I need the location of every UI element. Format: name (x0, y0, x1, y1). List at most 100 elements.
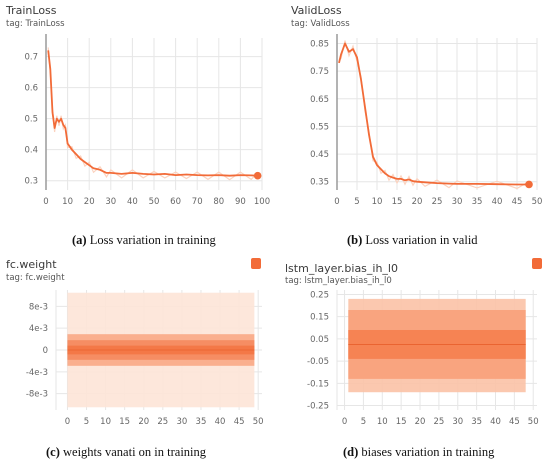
x-tick-label: 20 (84, 197, 95, 207)
chart-title: lstm_layer.bias_ih_l0 (285, 262, 398, 275)
chart-caption: (b) Loss variation in valid (347, 233, 478, 248)
x-tick-label: 30 (176, 417, 187, 427)
x-tick-label: 40 (490, 417, 501, 427)
x-tick-label: 25 (157, 417, 168, 427)
x-tick-label: 50 (149, 197, 160, 207)
chart-tag: tag: TrainLoss (6, 19, 65, 29)
x-tick-label: 50 (532, 197, 543, 207)
y-tick-label: 0.65 (310, 95, 329, 105)
x-tick-label: 40 (127, 197, 138, 207)
series-raw-line (338, 40, 530, 190)
x-tick-label: 70 (192, 197, 203, 207)
x-tick-label: 25 (432, 197, 443, 207)
chart-tag: tag: lstm_layer.bias_ih_l0 (285, 276, 392, 286)
x-tick-label: 100 (254, 197, 270, 207)
caption-text: Loss variation in training (86, 233, 216, 247)
y-tick-label: 0.5 (24, 115, 38, 125)
x-tick-label: 10 (377, 417, 388, 427)
series-endpoint-marker (525, 180, 533, 189)
x-tick-label: 10 (372, 197, 383, 207)
series-raw-line (47, 47, 259, 181)
x-tick-label: 10 (100, 417, 111, 427)
x-tick-label: 0 (65, 417, 70, 427)
y-tick-label: -8e-3 (26, 390, 48, 400)
x-tick-label: 35 (472, 197, 483, 207)
y-tick-label: 0.3 (24, 177, 38, 187)
x-tick-label: 30 (105, 197, 116, 207)
x-tick-label: 35 (471, 417, 482, 427)
chart-panel-fc-weight: fc.weight tag: fc.weight 0 5 10 15 20 25 30 35 4… (0, 252, 275, 465)
caption-letter: (b) (347, 233, 363, 247)
x-tick-label: 5 (84, 417, 89, 427)
fc-weight-chart: 0 5 10 15 20 25 30 35 40 45 50 8e-3 4e-3 0 -4e-3 -8e-3 (26, 290, 264, 427)
x-tick-label: 0 (334, 197, 339, 207)
chart-title: fc.weight (6, 258, 57, 271)
x-tick-label: 80 (213, 197, 224, 207)
lstm-bias-chart: 0 5 10 15 20 25 30 35 40 45 50 0.25 0.15 0.05 -0.05 -0.… (307, 290, 539, 427)
x-tick-label: 15 (396, 417, 407, 427)
chart-tag: tag: ValidLoss (291, 19, 350, 29)
y-tick-label: 0.85 (310, 40, 329, 50)
x-tick-label: 20 (412, 197, 423, 207)
x-tick-label: 5 (354, 197, 359, 207)
series-endpoint-marker (253, 171, 262, 180)
caption-letter: (d) (343, 445, 359, 459)
y-tick-label: -0.05 (307, 357, 329, 367)
chart-title: TrainLoss (6, 4, 57, 17)
x-tick-label: 35 (196, 417, 207, 427)
y-tick-label: 0.75 (310, 67, 329, 77)
y-tick-label: -0.25 (307, 402, 329, 412)
y-tick-label: 8e-3 (29, 302, 48, 312)
caption-text: biases variation in training (358, 445, 495, 459)
y-tick-label: 0.45 (310, 150, 329, 160)
y-tick-label: -4e-3 (26, 368, 48, 378)
y-tick-label: 0.55 (310, 122, 329, 132)
x-tick-label: 45 (509, 417, 520, 427)
x-tick-label: 50 (253, 417, 264, 427)
y-tick-label: 0.35 (310, 178, 329, 188)
caption-letter: (c) (46, 445, 60, 459)
x-tick-label: 15 (392, 197, 403, 207)
caption-text: weights vanati on in training (59, 445, 207, 459)
series-line (338, 42, 529, 186)
x-tick-label: 90 (235, 197, 246, 207)
x-tick-label: 10 (62, 197, 73, 207)
x-tick-label: 45 (512, 197, 523, 207)
x-tick-label: 5 (361, 417, 366, 427)
chart-caption: (a) Loss variation in training (72, 233, 216, 248)
x-tick-label: 20 (138, 417, 149, 427)
y-tick-label: 0.25 (310, 290, 329, 300)
chart-tag: tag: fc.weight (6, 273, 65, 283)
series-color-swatch-icon[interactable] (532, 258, 542, 269)
x-tick-label: 30 (452, 417, 463, 427)
caption-letter: (a) (72, 233, 87, 247)
train-loss-chart: 0 10 20 30 40 50 60 70 80 90 100 0.3 0.4 0.5 0.6 0.7 (24, 34, 270, 207)
y-tick-label: 0 (43, 346, 48, 356)
x-tick-label: 50 (528, 417, 539, 427)
x-tick-label: 20 (415, 417, 426, 427)
y-tick-label: 0.4 (24, 146, 38, 156)
chart-title: ValidLoss (291, 4, 342, 17)
x-tick-label: 25 (433, 417, 444, 427)
x-tick-label: 0 (342, 417, 347, 427)
y-tick-label: 0.6 (24, 84, 38, 94)
x-tick-label: 45 (234, 417, 245, 427)
x-tick-label: 40 (215, 417, 226, 427)
x-tick-label: 15 (119, 417, 130, 427)
valid-loss-chart: 0 5 10 15 20 25 30 35 40 45 50 0.35 0.45 0.55 0.65 0.75… (310, 34, 543, 207)
caption-text: Loss variation in valid (362, 233, 478, 247)
y-tick-label: 0.15 (310, 313, 329, 323)
x-tick-label: 0 (43, 197, 48, 207)
y-tick-label: -0.15 (307, 379, 329, 389)
chart-caption: (c) weights vanati on in training (46, 445, 206, 460)
x-tick-label: 60 (170, 197, 181, 207)
series-line (47, 50, 258, 177)
chart-panel-valid-loss: ValidLoss tag: ValidLoss 0 5 10 15 20 25 30 35 4… (275, 0, 550, 250)
series-color-swatch-icon[interactable] (251, 258, 261, 269)
y-tick-label: 0.7 (24, 53, 38, 63)
chart-panel-lstm-bias: lstm_layer.bias_ih_l0 tag: lstm_layer.bi… (275, 252, 550, 465)
x-tick-label: 40 (492, 197, 503, 207)
y-tick-label: 0.05 (310, 335, 329, 345)
chart-caption: (d) biases variation in training (343, 445, 494, 460)
x-tick-label: 30 (452, 197, 463, 207)
